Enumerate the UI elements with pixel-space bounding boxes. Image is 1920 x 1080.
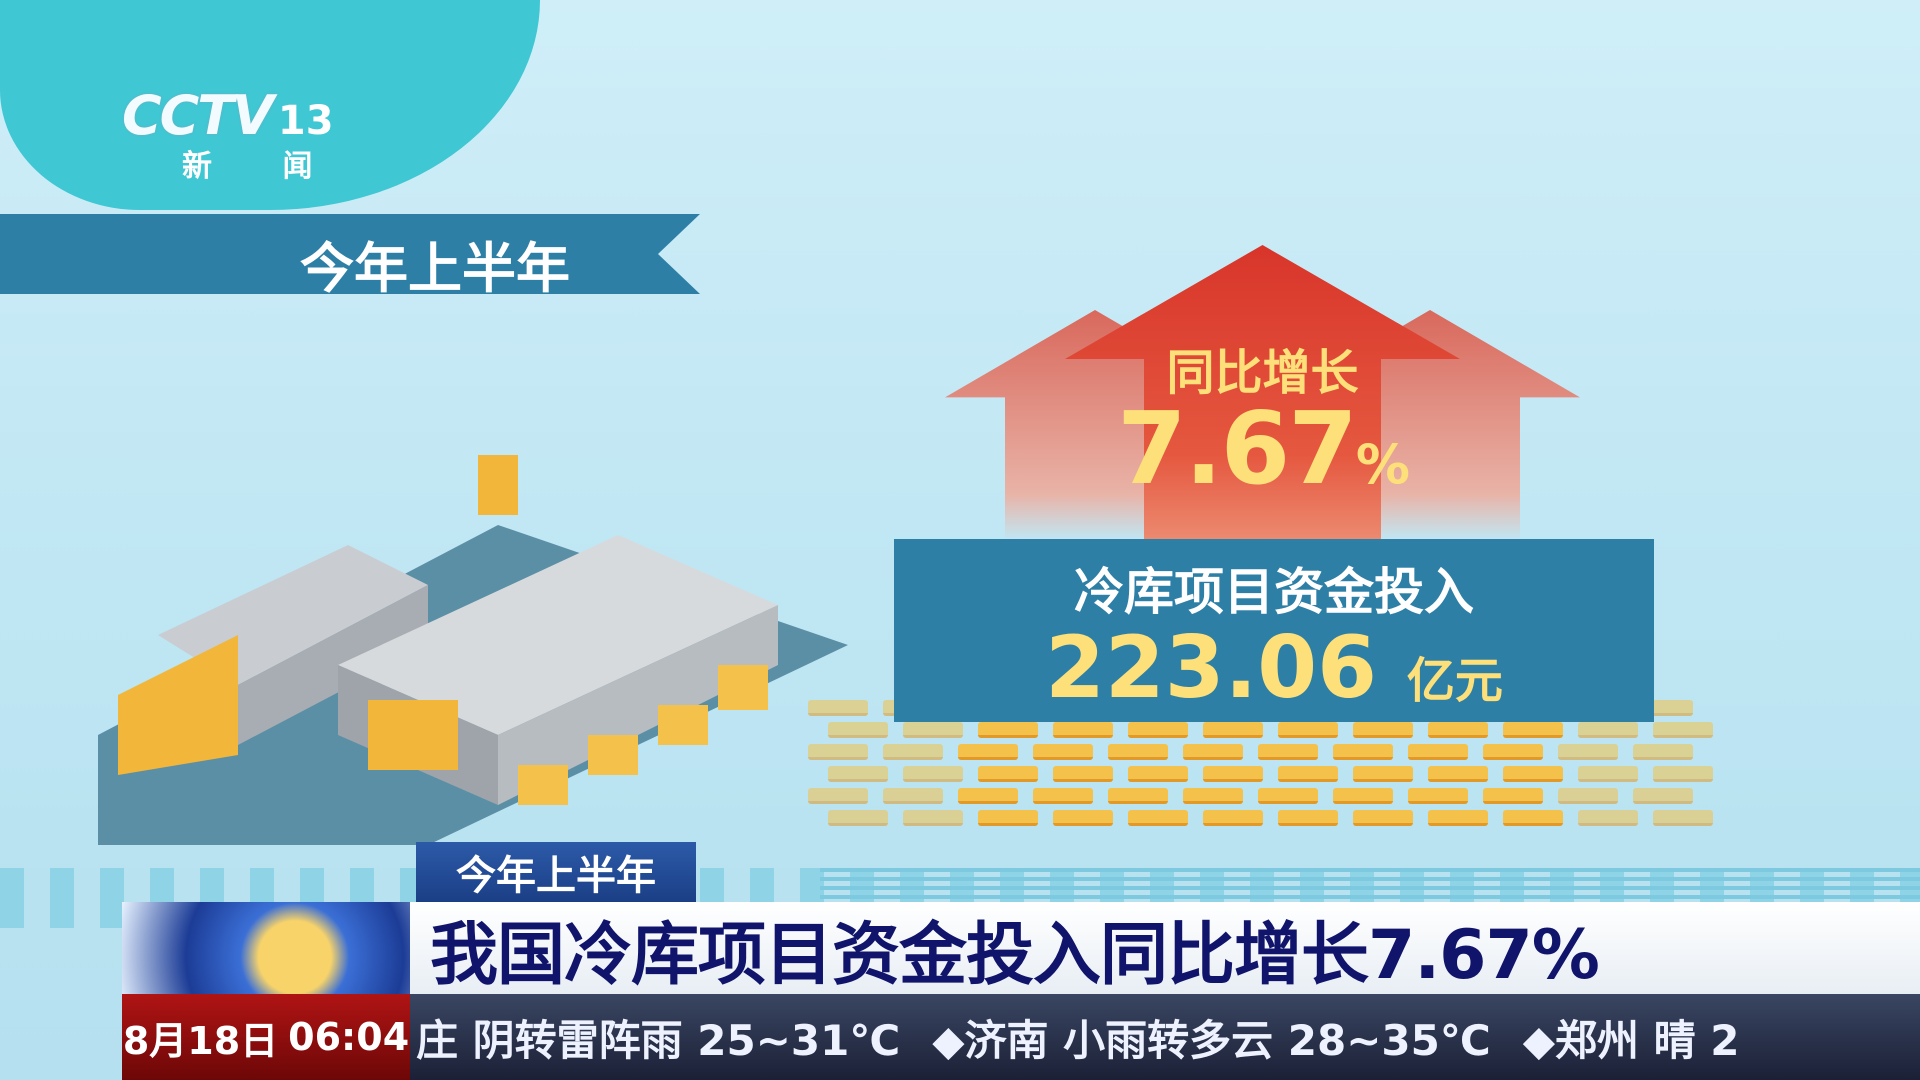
lower-third-tag: 今年上半年 (416, 842, 696, 902)
coin (1653, 766, 1713, 782)
logo-channel: 13 (277, 98, 334, 144)
coin (1503, 766, 1563, 782)
coin (1653, 722, 1713, 738)
weather-ticker: 庄 阴转雷阵雨 25~31℃ ◆济南 小雨转多云 28~35℃ ◆郑州 晴 2 (410, 994, 1920, 1080)
coin (978, 722, 1038, 738)
coin (1408, 744, 1468, 760)
coin (1353, 810, 1413, 826)
coin (1333, 788, 1393, 804)
coin (1278, 722, 1338, 738)
coin (958, 744, 1018, 760)
coin (1428, 810, 1488, 826)
coin (1258, 744, 1318, 760)
coin (828, 810, 888, 826)
coin (1503, 722, 1563, 738)
ticker-item: 庄 阴转雷阵雨 25~31℃ (416, 1015, 901, 1065)
coin (808, 744, 868, 760)
coin (1653, 810, 1713, 826)
coin (1428, 722, 1488, 738)
coin (1183, 788, 1243, 804)
coin (1128, 810, 1188, 826)
coin (978, 766, 1038, 782)
investment-value: 223.06 亿元 (894, 618, 1654, 718)
headline: 我国冷库项目资金投入同比增长7.67% (410, 902, 1920, 995)
coin (1203, 766, 1263, 782)
growth-number: 7.67 (1117, 390, 1358, 507)
coin (808, 700, 868, 716)
ticker-item: ◆郑州 晴 2 (1522, 1015, 1740, 1065)
coin (978, 810, 1038, 826)
coin (1053, 810, 1113, 826)
globe-icon (122, 902, 410, 994)
coin (1483, 788, 1543, 804)
coin (1128, 766, 1188, 782)
investment-panel (894, 539, 1654, 722)
coin (1353, 766, 1413, 782)
growth-label: 同比增长 (1166, 345, 1359, 401)
logo-name: 新 闻 (182, 149, 343, 184)
coin (903, 722, 963, 738)
coin (958, 788, 1018, 804)
coin (1503, 810, 1563, 826)
coin (828, 722, 888, 738)
coin (1128, 722, 1188, 738)
coin (1203, 810, 1263, 826)
investment-label: 冷库项目资金投入 (1074, 563, 1474, 621)
ticker-item: ◆济南 小雨转多云 28~35℃ (932, 1015, 1491, 1065)
coin (828, 766, 888, 782)
coin (1258, 788, 1318, 804)
title-band-text: 今年上半年 (300, 237, 570, 300)
coin (1408, 788, 1468, 804)
coin (1633, 788, 1693, 804)
coin (903, 810, 963, 826)
coin (1278, 810, 1338, 826)
cold-storage-warehouse-illustration (98, 455, 848, 845)
coin (1558, 744, 1618, 760)
coin (1333, 744, 1393, 760)
coin (883, 788, 943, 804)
date-time-box: 8月18日 06:04 (122, 994, 410, 1080)
coin (1053, 722, 1113, 738)
growth-unit: % (1355, 433, 1410, 496)
coin (1033, 744, 1093, 760)
coin (1353, 722, 1413, 738)
coin (883, 744, 943, 760)
growth-value: 7.67% (1060, 390, 1465, 507)
date: 8月18日 (122, 1018, 279, 1063)
time: 06:04 (288, 1015, 410, 1059)
coin (1578, 810, 1638, 826)
coin (1558, 788, 1618, 804)
coin (1428, 766, 1488, 782)
decorative-lines (820, 868, 1920, 902)
title-band (0, 214, 700, 294)
coin (1108, 744, 1168, 760)
coin (1203, 722, 1263, 738)
coin (1053, 766, 1113, 782)
cctv13-logo: CCTV 13 新 闻 (122, 84, 372, 185)
coin (1278, 766, 1338, 782)
logo-brand: CCTV (122, 84, 274, 147)
coin (1633, 744, 1693, 760)
coin (808, 788, 868, 804)
investment-unit: 亿元 (1406, 653, 1503, 709)
coin (1108, 788, 1168, 804)
coin (1483, 744, 1543, 760)
investment-number: 223.06 (1045, 618, 1377, 718)
coin (1578, 766, 1638, 782)
coin (1578, 722, 1638, 738)
coin (903, 766, 963, 782)
coin (1033, 788, 1093, 804)
coin (1183, 744, 1243, 760)
